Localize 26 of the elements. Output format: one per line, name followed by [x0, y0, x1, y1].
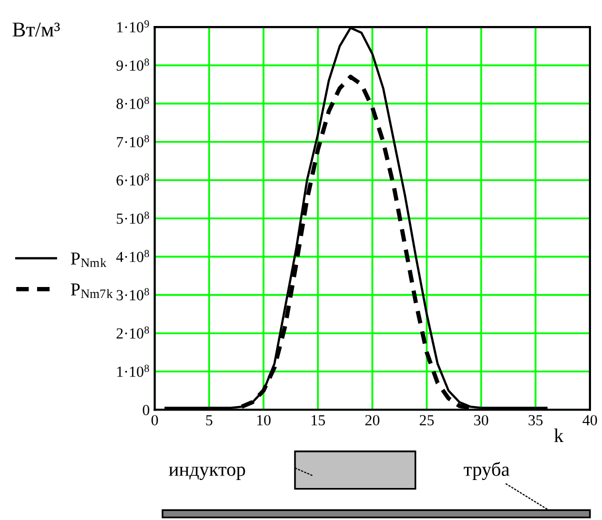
legend-label: P$_{Nmk}$ — [70, 252, 106, 267]
y-tick-label: 0 — [142, 404, 150, 416]
y-tick-label: 1·10$^{9}$ — [117, 20, 149, 32]
x-tick-label: 30 — [474, 415, 488, 426]
x-tick-label: 10 — [257, 415, 271, 426]
legend-label: P$_{Nm7k}$ — [70, 284, 113, 298]
x-tick-label: 5 — [206, 415, 212, 426]
y-tick-label: 7·10$^{8}$ — [116, 135, 150, 148]
y-tick-label: 2·10$^{8}$ — [116, 326, 150, 339]
x-tick-label: 40 — [582, 415, 598, 426]
y-tick-label: 5·10$^{8}$ — [116, 212, 150, 224]
y-tick-label: 3·10$^{8}$ — [116, 288, 150, 300]
y-tick-label: 9·10$^{8}$ — [116, 58, 150, 71]
y-tick-label: 8·10$^{8}$ — [116, 96, 150, 109]
x-tick-label: 25 — [420, 415, 434, 426]
text: труба — [464, 462, 510, 480]
x-tick-label: 35 — [528, 415, 543, 426]
y-axis-title: Вт/м³ — [12, 22, 60, 37]
x-tick-label: 20 — [365, 415, 380, 426]
text: индуктор — [168, 466, 246, 480]
y-tick-label: 6·10$^{8}$ — [116, 173, 150, 186]
x-axis-title: k — [554, 428, 564, 442]
x-tick-label: 0 — [151, 415, 158, 426]
y-tick-label: 4·10$^{8}$ — [116, 250, 150, 262]
y-tick-label: 1·10$^{8}$ — [117, 364, 150, 377]
x-tick-label: 15 — [312, 415, 325, 426]
